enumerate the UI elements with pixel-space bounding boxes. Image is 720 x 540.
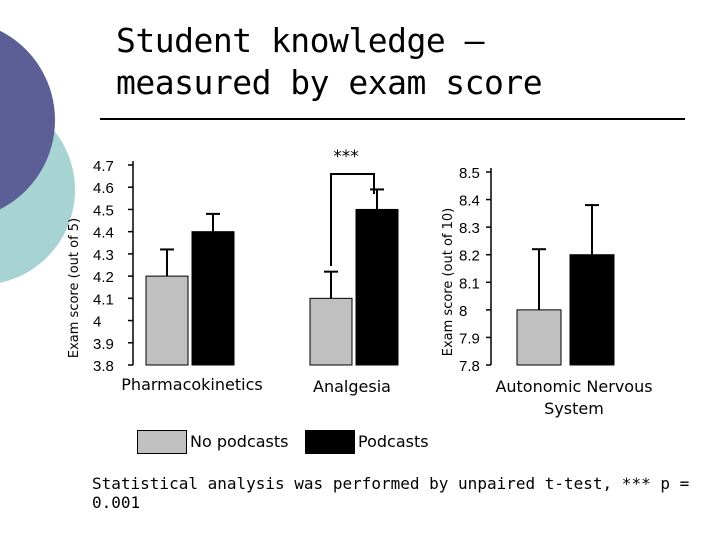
- title-line-2: measured by exam score: [116, 63, 543, 102]
- title-line-1: Student knowledge –: [116, 21, 485, 60]
- left-y-tick-label: 3.9: [93, 336, 114, 353]
- bar-podcasts: [355, 208, 399, 366]
- left-y-axis-label: Exam score (out of 5): [67, 218, 82, 358]
- left-y-tick-label: 4.5: [93, 202, 114, 219]
- legend-label-podcasts: Podcasts: [358, 432, 429, 451]
- bar-no-podcasts: [309, 297, 353, 366]
- title-underline: [100, 118, 685, 120]
- slide-title: Student knowledge – measured by exam sco…: [116, 20, 676, 104]
- right-y-tick-label: 8.2: [459, 248, 480, 265]
- legend: No podcasts Podcasts: [0, 430, 720, 456]
- left-y-tick-label: 4.3: [93, 247, 114, 264]
- right-y-tick-label: 8.3: [459, 220, 480, 237]
- right-y-tick-label: 8.5: [459, 165, 480, 182]
- bar-podcasts: [191, 231, 235, 366]
- right-y-axis-label: Exam score (out of 10): [441, 208, 456, 357]
- category-label: Autonomic Nervous: [495, 377, 652, 396]
- exam-score-charts: 4.7 4.6 4.5 4.4 4.3 4.2 4.1 4 3.9 3.8 Exam score (…: [67, 147, 653, 418]
- bar-no-podcasts: [516, 309, 562, 366]
- category-label: System: [544, 399, 604, 418]
- category-label: Analgesia: [313, 377, 391, 396]
- significance-bracket: [330, 173, 375, 266]
- legend-label-no-podcasts: No podcasts: [190, 432, 289, 451]
- deco-dark-circle: [0, 30, 55, 210]
- right-y-tick-label: 7.8: [459, 358, 480, 375]
- left-y-tick-label: 4.7: [93, 158, 114, 175]
- left-y-tick-label: 4.1: [93, 291, 114, 308]
- legend-swatch-podcasts: [305, 430, 355, 454]
- decorative-circles: [0, 30, 75, 283]
- significance-stars: ***: [333, 147, 359, 167]
- bar-podcasts: [569, 254, 615, 366]
- right-y-tick-label: 7.9: [459, 330, 480, 347]
- left-y-tick-label: 4.4: [93, 225, 114, 242]
- right-y-tick-label: 8.1: [459, 275, 480, 292]
- legend-swatch-no-podcasts: [137, 430, 187, 454]
- right-y-tick-label: 8.4: [459, 193, 480, 210]
- category-label: Pharmacokinetics: [121, 375, 262, 394]
- bar-no-podcasts: [145, 275, 189, 366]
- left-y-tick-label: 4.6: [93, 180, 114, 197]
- footnote: Statistical analysis was performed by un…: [92, 474, 690, 512]
- left-y-tick-label: 4.2: [93, 269, 114, 286]
- left-y-tick-label: 3.8: [93, 358, 114, 375]
- left-y-tick-label: 4: [93, 314, 101, 331]
- right-y-tick-label: 8: [459, 303, 467, 320]
